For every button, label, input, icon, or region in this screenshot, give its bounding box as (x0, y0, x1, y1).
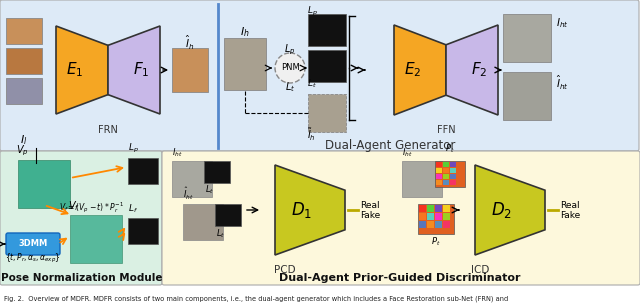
FancyBboxPatch shape (450, 174, 456, 179)
Text: Fake: Fake (360, 210, 380, 220)
Polygon shape (394, 25, 446, 115)
FancyBboxPatch shape (215, 204, 241, 226)
FancyBboxPatch shape (436, 174, 442, 179)
Text: PCD: PCD (274, 265, 296, 275)
FancyBboxPatch shape (427, 205, 434, 212)
FancyBboxPatch shape (6, 48, 42, 74)
Polygon shape (108, 26, 160, 114)
Text: $I_{ht}$: $I_{ht}$ (556, 16, 569, 30)
Text: $E_1$: $E_1$ (67, 61, 84, 79)
Polygon shape (446, 25, 498, 115)
FancyBboxPatch shape (128, 218, 158, 244)
FancyBboxPatch shape (419, 213, 426, 220)
Text: $L_t$: $L_t$ (285, 80, 295, 94)
FancyBboxPatch shape (6, 78, 42, 104)
Text: ICD: ICD (471, 265, 489, 275)
FancyBboxPatch shape (435, 161, 465, 187)
FancyBboxPatch shape (308, 50, 346, 82)
Text: $L_p$: $L_p$ (128, 142, 139, 155)
FancyBboxPatch shape (6, 233, 60, 255)
Text: $\hat{I}_h$: $\hat{I}_h$ (186, 34, 195, 52)
Text: $I_h$: $I_h$ (240, 25, 250, 39)
Text: Dual-Agent Generator: Dual-Agent Generator (325, 138, 455, 152)
FancyBboxPatch shape (418, 204, 454, 234)
FancyBboxPatch shape (450, 162, 456, 167)
Polygon shape (56, 26, 108, 114)
Text: $P_t$: $P_t$ (445, 142, 455, 155)
Text: $\tilde{I}_h$: $\tilde{I}_h$ (307, 127, 316, 143)
FancyBboxPatch shape (436, 162, 442, 167)
Text: $L_t$: $L_t$ (205, 184, 214, 196)
FancyBboxPatch shape (443, 213, 450, 220)
FancyBboxPatch shape (436, 168, 442, 173)
Text: $L_t$: $L_t$ (307, 78, 317, 90)
FancyBboxPatch shape (0, 0, 639, 151)
Polygon shape (275, 165, 345, 255)
FancyBboxPatch shape (6, 18, 42, 44)
FancyBboxPatch shape (172, 48, 208, 92)
Text: $I_{ht}$: $I_{ht}$ (172, 146, 182, 159)
FancyBboxPatch shape (308, 14, 346, 46)
FancyBboxPatch shape (435, 205, 442, 212)
Text: Pose Normalization Module: Pose Normalization Module (1, 273, 163, 283)
FancyBboxPatch shape (443, 174, 449, 179)
Text: Real: Real (360, 200, 380, 210)
FancyBboxPatch shape (427, 221, 434, 228)
FancyBboxPatch shape (443, 221, 450, 228)
FancyBboxPatch shape (183, 204, 223, 240)
FancyBboxPatch shape (443, 162, 449, 167)
FancyBboxPatch shape (435, 221, 442, 228)
Text: $I_{ht}$: $I_{ht}$ (402, 146, 413, 159)
Text: $F_2$: $F_2$ (471, 61, 487, 79)
Circle shape (275, 53, 305, 83)
Text: PNM: PNM (280, 63, 300, 73)
FancyBboxPatch shape (18, 160, 70, 208)
FancyBboxPatch shape (503, 72, 551, 120)
FancyBboxPatch shape (436, 180, 442, 185)
FancyBboxPatch shape (435, 213, 442, 220)
Text: Dual-Agent Prior-Guided Discriminator: Dual-Agent Prior-Guided Discriminator (279, 273, 521, 283)
Text: FRN: FRN (98, 125, 118, 135)
Text: FFN: FFN (436, 125, 455, 135)
Text: $V_f$: $V_f$ (68, 199, 80, 213)
Text: $F_1$: $F_1$ (132, 61, 149, 79)
FancyBboxPatch shape (128, 158, 158, 184)
Polygon shape (475, 165, 545, 255)
Text: $\{t, P_r, \alpha_s, \alpha_{exp}\}$: $\{t, P_r, \alpha_s, \alpha_{exp}\}$ (5, 251, 61, 264)
Text: $D_2$: $D_2$ (492, 200, 513, 220)
FancyBboxPatch shape (402, 161, 442, 197)
FancyBboxPatch shape (172, 161, 212, 197)
FancyBboxPatch shape (204, 161, 230, 183)
FancyBboxPatch shape (450, 180, 456, 185)
FancyBboxPatch shape (503, 14, 551, 62)
Text: $\hat{I}_{ht}$: $\hat{I}_{ht}$ (183, 186, 194, 202)
Text: $I_l$: $I_l$ (20, 133, 28, 147)
FancyBboxPatch shape (419, 221, 426, 228)
FancyBboxPatch shape (162, 151, 640, 285)
Text: 3DMM: 3DMM (19, 239, 47, 249)
FancyBboxPatch shape (427, 213, 434, 220)
FancyBboxPatch shape (443, 180, 449, 185)
FancyBboxPatch shape (419, 205, 426, 212)
Text: $L_t$: $L_t$ (216, 227, 225, 239)
Text: Fig. 2.  Overview of MDFR. MDFR consists of two main components, i.e., the dual-: Fig. 2. Overview of MDFR. MDFR consists … (4, 296, 508, 302)
FancyBboxPatch shape (308, 94, 346, 132)
Text: $L_p$: $L_p$ (307, 5, 318, 18)
Text: $L_p$: $L_p$ (284, 43, 296, 57)
FancyBboxPatch shape (443, 168, 449, 173)
Text: $V_f = (V_p - t) * P_r^{-1}$: $V_f = (V_p - t) * P_r^{-1}$ (60, 201, 125, 215)
Text: Fake: Fake (560, 210, 580, 220)
Text: Real: Real (560, 200, 580, 210)
FancyBboxPatch shape (0, 151, 162, 285)
Text: $L_f$: $L_f$ (128, 203, 138, 215)
Text: $\hat{I}_{ht}$: $\hat{I}_{ht}$ (556, 74, 569, 92)
FancyBboxPatch shape (450, 168, 456, 173)
Text: $E_2$: $E_2$ (404, 61, 422, 79)
FancyBboxPatch shape (70, 215, 122, 263)
FancyBboxPatch shape (224, 38, 266, 90)
Text: $P_t$: $P_t$ (431, 235, 441, 247)
Text: $D_1$: $D_1$ (291, 200, 312, 220)
Text: $V_p$: $V_p$ (16, 144, 29, 158)
FancyBboxPatch shape (443, 205, 450, 212)
